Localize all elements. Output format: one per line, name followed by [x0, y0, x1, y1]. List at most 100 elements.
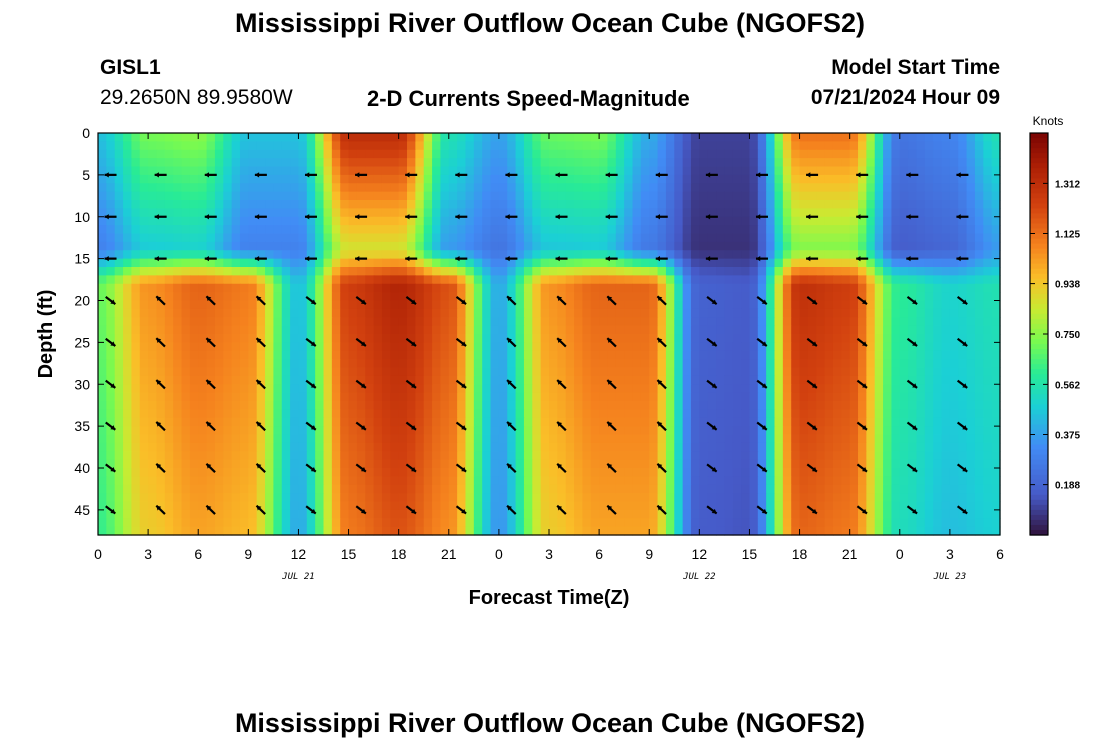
heatmap-cell	[632, 442, 642, 452]
heatmap-cell	[223, 468, 233, 477]
heatmap-cell	[565, 342, 575, 352]
heatmap-cell	[239, 334, 249, 343]
heatmap-cell	[824, 468, 834, 477]
heatmap-cell	[966, 250, 976, 260]
heatmap-cell	[832, 300, 842, 310]
heatmap-cell	[974, 468, 984, 477]
heatmap-cell	[356, 267, 366, 276]
heatmap-cell	[123, 258, 133, 268]
heatmap-cell	[816, 267, 826, 276]
heatmap-cell	[290, 275, 300, 285]
heatmap-cell	[173, 509, 183, 519]
heatmap-cell	[173, 300, 183, 310]
heatmap-cell	[164, 308, 174, 318]
heatmap-cell	[482, 493, 492, 503]
heatmap-cell	[323, 426, 333, 436]
heatmap-cell	[883, 133, 893, 142]
heatmap-cell	[657, 258, 667, 268]
heatmap-cell	[757, 484, 767, 494]
heatmap-cell	[574, 258, 584, 268]
heatmap-cell	[231, 392, 241, 402]
heatmap-cell	[832, 384, 842, 394]
heatmap-cell	[298, 275, 308, 285]
heatmap-cell	[690, 174, 700, 184]
heatmap-cell	[724, 417, 734, 427]
heatmap-cell	[373, 149, 383, 159]
heatmap-cell	[565, 325, 575, 335]
heatmap-cell	[423, 183, 433, 193]
heatmap-cell	[373, 200, 383, 209]
heatmap-cell	[131, 258, 141, 268]
heatmap-cell	[331, 375, 341, 385]
heatmap-cell	[949, 334, 959, 343]
heatmap-cell	[799, 426, 809, 436]
heatmap-cell	[423, 417, 433, 427]
heatmap-cell	[256, 200, 266, 209]
heatmap-cell	[239, 258, 249, 268]
heatmap-cell	[741, 451, 751, 461]
heatmap-cell	[540, 392, 550, 402]
heatmap-cell	[741, 191, 751, 201]
heatmap-cell	[131, 484, 141, 494]
heatmap-cell	[565, 267, 575, 276]
heatmap-cell	[98, 409, 107, 419]
heatmap-cell	[966, 208, 976, 218]
heatmap-cell	[482, 476, 492, 486]
heatmap-cell	[131, 233, 141, 243]
heatmap-cell	[256, 166, 266, 176]
heatmap-cell	[306, 367, 316, 377]
heatmap-cell	[465, 191, 475, 201]
heatmap-cell	[974, 476, 984, 486]
heatmap-cell	[607, 183, 617, 193]
heatmap-cell	[933, 308, 943, 318]
heatmap-cell	[373, 241, 383, 251]
heatmap-cell	[348, 133, 358, 142]
heatmap-cell	[732, 459, 742, 469]
heatmap-cell	[206, 459, 216, 469]
heatmap-cell	[891, 233, 901, 243]
heatmap-cell	[966, 200, 976, 209]
heatmap-cell	[665, 342, 675, 352]
heatmap-cell	[231, 434, 241, 444]
heatmap-cell	[841, 275, 851, 285]
heatmap-cell	[782, 166, 792, 176]
heatmap-cell	[131, 342, 141, 352]
heatmap-cell	[482, 334, 492, 343]
heatmap-cell	[114, 250, 124, 260]
heatmap-cell	[782, 241, 792, 251]
heatmap-cell	[774, 225, 784, 235]
heatmap-cell	[749, 442, 759, 452]
heatmap-cell	[632, 426, 642, 436]
heatmap-cell	[206, 158, 216, 168]
heatmap-cell	[924, 133, 934, 142]
heatmap-cell	[582, 216, 592, 226]
heatmap-cell	[498, 325, 508, 335]
heatmap-cell	[741, 241, 751, 251]
heatmap-cell	[365, 442, 375, 452]
heatmap-cell	[265, 359, 274, 369]
heatmap-cell	[356, 493, 366, 503]
heatmap-cell	[991, 451, 1001, 461]
heatmap-cell	[498, 250, 508, 260]
heatmap-cell	[340, 267, 350, 276]
heatmap-cell	[423, 409, 433, 419]
heatmap-cell	[198, 417, 208, 427]
heatmap-cell	[381, 191, 391, 201]
heatmap-cell	[958, 367, 968, 377]
heatmap-cell	[381, 225, 391, 235]
heatmap-cell	[407, 208, 416, 218]
heatmap-cell	[665, 267, 675, 276]
heatmap-cell	[465, 174, 475, 184]
heatmap-cell	[423, 133, 433, 142]
heatmap-cell	[949, 451, 959, 461]
heatmap-cell	[231, 292, 241, 302]
heatmap-cell	[348, 216, 358, 226]
heatmap-cell	[365, 384, 375, 394]
heatmap-cell	[206, 518, 216, 528]
heatmap-cell	[498, 384, 508, 394]
heatmap-cell	[724, 325, 734, 335]
heatmap-cell	[490, 359, 500, 369]
heatmap-cell	[223, 426, 233, 436]
heatmap-cell	[248, 149, 258, 159]
heatmap-cell	[924, 225, 934, 235]
